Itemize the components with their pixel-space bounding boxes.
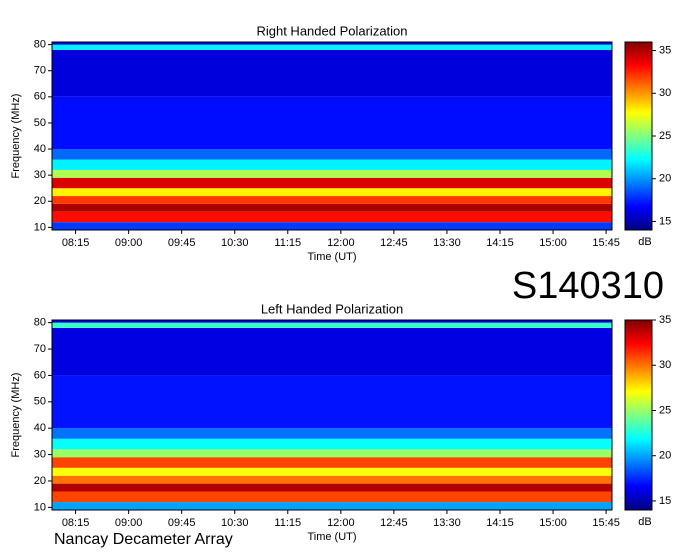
x-tick-label: 13:30 <box>433 237 461 249</box>
colorbar-label: dB <box>638 516 651 528</box>
heatmap-cell <box>52 44 612 50</box>
y-tick-label: 50 <box>34 117 46 129</box>
x-tick-label: 15:00 <box>539 237 567 249</box>
colorbar-tick-label: 15 <box>659 495 671 507</box>
y-axis-label: Frequency (MHz) <box>10 94 22 179</box>
page-label: S140310 <box>512 265 664 307</box>
footer: Nancay Decameter Array <box>54 531 233 548</box>
heatmap-cell <box>52 49 612 97</box>
heatmap-cell <box>52 502 612 510</box>
heatmap-cell <box>52 457 612 468</box>
x-tick-label: 12:45 <box>380 517 408 529</box>
heatmap-cell <box>52 149 612 160</box>
plot-frame <box>51 319 613 511</box>
x-tick-label: 15:45 <box>592 517 620 529</box>
y-tick-label: 80 <box>34 317 46 329</box>
y-tick-label: 40 <box>34 422 46 434</box>
colorbar-label: dB <box>638 236 651 248</box>
y-tick-label: 10 <box>34 221 46 233</box>
heatmap-cell <box>52 428 612 439</box>
y-tick-label: 50 <box>34 396 46 408</box>
y-tick-label: 10 <box>34 501 46 513</box>
heatmap-cell <box>52 211 612 223</box>
colorbar-tick-label: 30 <box>659 87 671 99</box>
colorbar-tick-label: 25 <box>659 404 671 416</box>
x-tick-label: 14:15 <box>486 237 514 249</box>
heatmap-cell <box>52 188 612 197</box>
x-tick-label: 12:00 <box>327 237 355 249</box>
y-tick-label: 20 <box>34 475 46 487</box>
heatmap-cell <box>52 42 612 45</box>
y-tick-label: 60 <box>34 91 46 103</box>
heatmap-cell <box>52 467 612 476</box>
x-tick-label: 08:15 <box>62 237 90 249</box>
colorbar-tick-label: 25 <box>659 130 671 142</box>
x-tick-label: 10:30 <box>221 237 249 249</box>
colorbar-tick-label: 35 <box>659 44 671 56</box>
heatmap-cell <box>52 327 612 376</box>
y-tick-label: 70 <box>34 343 46 355</box>
x-tick-label: 09:00 <box>115 237 143 249</box>
heatmap-cell <box>52 96 612 150</box>
heatmap-cell <box>52 491 612 503</box>
colorbar-tick-label: 15 <box>659 215 671 227</box>
heatmap-cell <box>52 449 612 458</box>
x-tick-label: 13:30 <box>433 517 461 529</box>
x-tick-label: 10:30 <box>221 517 249 529</box>
x-axis-label: Time (UT) <box>307 531 356 543</box>
colorbar-tick-label: 20 <box>659 173 671 185</box>
chart-title: Right Handed Polarization <box>256 23 407 38</box>
heatmap-cell <box>52 177 612 189</box>
heatmap-cell <box>52 222 612 230</box>
chart-title: Left Handed Polarization <box>261 301 403 316</box>
colorbar-tick-label: 20 <box>659 450 671 462</box>
colorbar-tick-label: 35 <box>659 314 671 326</box>
plot-frame <box>51 41 613 231</box>
x-tick-label: 08:15 <box>62 517 90 529</box>
heatmap-cell <box>52 159 612 170</box>
y-tick-label: 70 <box>34 65 46 77</box>
heatmap-cell <box>52 483 612 492</box>
heatmap-cell <box>52 438 612 450</box>
heatmap-cell <box>52 169 612 178</box>
x-tick-label: 15:45 <box>592 237 620 249</box>
x-tick-label: 09:45 <box>168 237 196 249</box>
x-tick-label: 15:00 <box>539 517 567 529</box>
colorbar <box>624 319 653 511</box>
x-tick-label: 09:45 <box>168 517 196 529</box>
x-tick-label: 12:45 <box>380 237 408 249</box>
heatmap-cell <box>52 320 612 323</box>
y-tick-label: 60 <box>34 369 46 381</box>
heatmap-cell <box>52 475 612 484</box>
heatmap-cell <box>52 322 612 328</box>
x-tick-label: 11:15 <box>274 517 301 529</box>
x-tick-label: 12:00 <box>327 517 355 529</box>
heatmap-cell <box>52 375 612 429</box>
y-tick-label: 20 <box>34 195 46 207</box>
x-tick-label: 14:15 <box>486 517 514 529</box>
y-axis-label: Frequency (MHz) <box>10 373 22 458</box>
heatmap-cell <box>52 203 612 212</box>
x-tick-label: 09:00 <box>115 517 143 529</box>
y-tick-label: 30 <box>34 448 46 460</box>
x-tick-label: 11:15 <box>274 237 301 249</box>
colorbar-tick-label: 30 <box>659 359 671 371</box>
y-tick-label: 30 <box>34 169 46 181</box>
y-tick-label: 80 <box>34 39 46 51</box>
colorbar <box>624 41 653 231</box>
heatmap-cell <box>52 196 612 204</box>
y-tick-label: 40 <box>34 143 46 155</box>
x-axis-label: Time (UT) <box>307 251 356 263</box>
